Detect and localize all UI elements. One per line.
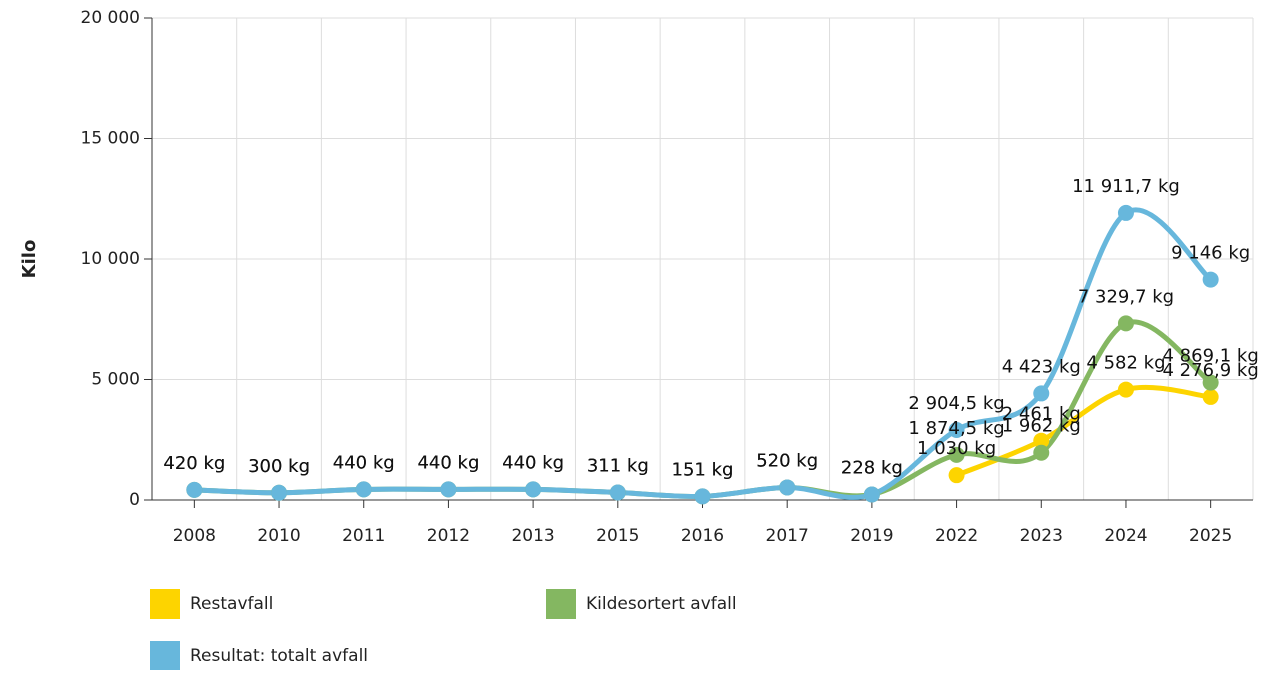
data-label: 2 904,5 kg bbox=[908, 393, 1004, 414]
y-tick-label: 20 000 bbox=[81, 8, 140, 28]
data-point bbox=[271, 484, 288, 501]
data-label: 440 kg bbox=[417, 452, 479, 473]
x-tick-label: 2012 bbox=[427, 526, 470, 546]
data-point bbox=[1202, 374, 1219, 391]
data-label: 520 kg bbox=[756, 450, 818, 471]
x-tick-label: 2023 bbox=[1020, 526, 1063, 546]
x-tick-label: 2011 bbox=[342, 526, 385, 546]
data-label: 4 423 kg bbox=[1002, 356, 1081, 377]
y-tick-label: 15 000 bbox=[81, 129, 140, 149]
y-tick-label: 0 bbox=[129, 490, 140, 510]
data-label: 440 kg bbox=[333, 452, 395, 473]
legend-label: Resultat: totalt avfall bbox=[190, 646, 368, 666]
data-label: 520 kg bbox=[756, 450, 818, 471]
data-point bbox=[1202, 388, 1219, 405]
data-label: 2 461 kg bbox=[1002, 404, 1081, 425]
data-label: 1 962 kg bbox=[1002, 416, 1081, 437]
x-tick-label: 2024 bbox=[1104, 526, 1147, 546]
data-label: 151 kg bbox=[672, 459, 734, 480]
data-point bbox=[1033, 432, 1050, 449]
data-label: 1 030 kg bbox=[917, 438, 996, 459]
data-label: 440 kg bbox=[502, 452, 564, 473]
data-label: 440 kg bbox=[502, 452, 564, 473]
data-point bbox=[948, 446, 965, 463]
data-label: 420 kg bbox=[163, 453, 225, 474]
data-label: 420 kg bbox=[163, 453, 225, 474]
data-point bbox=[440, 481, 457, 498]
x-tick-label: 2016 bbox=[681, 526, 724, 546]
data-point bbox=[779, 479, 796, 496]
legend-swatch bbox=[150, 589, 180, 619]
data-point bbox=[186, 481, 203, 498]
x-tick-label: 2013 bbox=[511, 526, 554, 546]
data-label: 4 582 kg bbox=[1086, 353, 1165, 374]
x-tick-label: 2019 bbox=[850, 526, 893, 546]
data-label: 228 kg bbox=[841, 458, 903, 479]
data-label: 228 kg bbox=[841, 458, 903, 479]
data-point bbox=[863, 486, 880, 503]
x-tick-label: 2025 bbox=[1189, 526, 1232, 546]
data-point bbox=[1117, 315, 1134, 332]
data-label: 311 kg bbox=[587, 456, 649, 477]
legend-label: Restavfall bbox=[190, 594, 273, 614]
data-label: 4 869,1 kg bbox=[1163, 346, 1259, 367]
data-point bbox=[1202, 271, 1219, 288]
data-label: 300 kg bbox=[248, 456, 310, 477]
data-label: 9 146 kg bbox=[1171, 243, 1250, 264]
data-point bbox=[525, 481, 542, 498]
x-tick-label: 2008 bbox=[173, 526, 216, 546]
legend-label: Kildesortert avfall bbox=[586, 594, 737, 614]
x-tick-label: 2017 bbox=[766, 526, 809, 546]
data-point bbox=[1117, 381, 1134, 398]
data-point bbox=[948, 422, 965, 439]
data-point bbox=[355, 481, 372, 498]
data-label: 1 874,5 kg bbox=[908, 418, 1004, 439]
data-label: 300 kg bbox=[248, 456, 310, 477]
data-label: 440 kg bbox=[333, 452, 395, 473]
data-label: 4 276,9 kg bbox=[1163, 360, 1259, 381]
data-point bbox=[1117, 204, 1134, 221]
data-point bbox=[694, 488, 711, 505]
data-label: 11 911,7 kg bbox=[1072, 176, 1180, 197]
data-point bbox=[948, 467, 965, 484]
data-label: 311 kg bbox=[587, 456, 649, 477]
x-tick-label: 2022 bbox=[935, 526, 978, 546]
data-point bbox=[609, 484, 626, 501]
x-tick-label: 2015 bbox=[596, 526, 639, 546]
y-tick-label: 5 000 bbox=[91, 370, 140, 390]
y-tick-label: 10 000 bbox=[81, 249, 140, 269]
data-label: 440 kg bbox=[417, 452, 479, 473]
data-label: 151 kg bbox=[672, 459, 734, 480]
data-point bbox=[1033, 385, 1050, 402]
data-point bbox=[1033, 444, 1050, 461]
data-label: 7 329,7 kg bbox=[1078, 286, 1174, 307]
legend-swatch bbox=[150, 641, 180, 671]
legend-swatch bbox=[546, 589, 576, 619]
x-tick-label: 2010 bbox=[257, 526, 300, 546]
y-axis-label: Kilo bbox=[19, 240, 40, 279]
